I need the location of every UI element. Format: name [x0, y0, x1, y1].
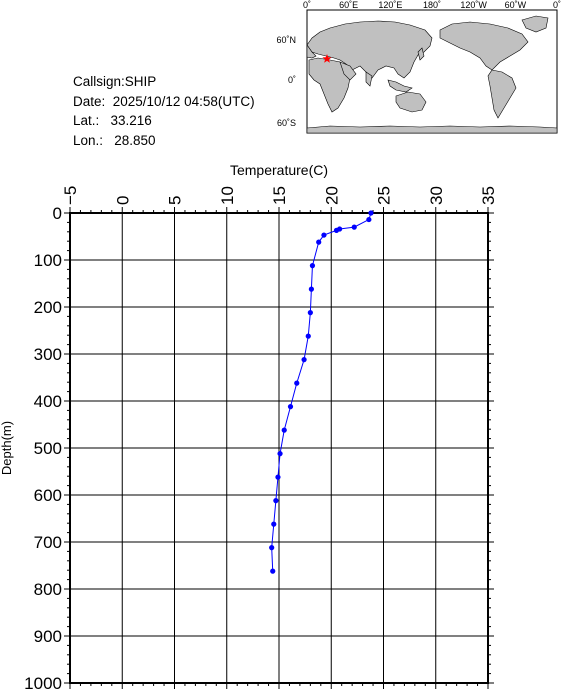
temperature-profile-series: [269, 210, 374, 574]
map-lon-label: 120˚W: [460, 0, 487, 10]
data-point: [269, 545, 275, 551]
plot-area-frame: [69, 212, 489, 684]
longitude-label: Lon.: 28.850: [73, 132, 156, 148]
map-land: [306, 15, 558, 134]
data-point: [351, 224, 357, 230]
y-tick-label: 200: [34, 298, 62, 317]
y-tick-label: 900: [34, 627, 62, 646]
y-tick-labels: 0 100 200 300 400 500 600 700 800 900 1000: [24, 204, 62, 690]
y-tick-label: 300: [34, 345, 62, 364]
y-tick-label: 500: [34, 439, 62, 458]
data-point: [305, 333, 311, 339]
map-lat-label: 0˚: [288, 75, 296, 85]
date-label: Date: 2025/10/12 04:58(UTC): [73, 93, 255, 109]
profile-line: [271, 212, 372, 572]
data-point: [271, 521, 277, 527]
x-tick-label: −5: [61, 186, 80, 205]
map-lon-label: 60˚E: [339, 0, 358, 10]
x-tick-label: 10: [218, 186, 237, 205]
y-tick-label: 400: [34, 392, 62, 411]
y-tick-label: 0: [53, 204, 62, 223]
map-lon-label: 0˚: [303, 0, 311, 10]
data-point: [275, 474, 281, 480]
station-location-marker: [322, 54, 332, 63]
data-point: [270, 568, 276, 574]
x-axis-title: Temperature(C): [230, 162, 328, 178]
y-axis-title: Depth(m): [0, 421, 14, 475]
map-lat-label: 60˚S: [277, 118, 296, 128]
x-tick-label: 5: [166, 196, 185, 205]
data-point: [333, 227, 340, 233]
y-tick-label: 1000: [24, 674, 62, 690]
x-tick-label: 0: [113, 196, 132, 205]
x-tick-labels: −5 0 5 10 15 20 25 30 35: [61, 186, 498, 205]
data-point: [273, 498, 279, 504]
map-lon-label: 0˚: [553, 0, 561, 10]
y-tick-label: 800: [34, 580, 62, 599]
map-longitude-labels: 0˚ 60˚E 120˚E 180˚ 120˚W 60˚W 0˚: [303, 0, 561, 10]
callsign-label: Callsign:SHIP: [73, 74, 157, 89]
map-lat-label: 60˚N: [276, 35, 296, 45]
data-point: [301, 357, 307, 363]
data-point: [366, 216, 372, 223]
data-point: [294, 380, 300, 386]
x-tick-label: 35: [479, 186, 498, 205]
x-tick-label: 25: [375, 186, 394, 205]
x-tick-label: 30: [427, 186, 446, 205]
x-tick-label: 20: [322, 186, 341, 205]
x-tick-label: 15: [270, 186, 289, 205]
data-point: [316, 239, 322, 245]
data-point: [309, 263, 316, 269]
station-info: Callsign:SHIP Date: 2025/10/12 04:58(UTC…: [73, 72, 255, 150]
y-tick-label: 100: [34, 251, 62, 270]
data-point: [287, 404, 294, 410]
map-latitude-labels: 60˚N 0˚ 60˚S: [276, 35, 296, 128]
data-point: [308, 286, 314, 292]
latitude-label: Lat.: 33.216: [73, 113, 152, 128]
data-point: [368, 210, 374, 216]
data-point: [277, 451, 283, 457]
y-tick-label: 600: [34, 486, 62, 505]
chart-grid: [69, 212, 489, 684]
data-point: [307, 310, 313, 316]
data-point: [281, 427, 287, 433]
map-lon-label: 60˚W: [505, 0, 527, 10]
data-point: [321, 232, 327, 238]
map-lon-label: 180˚: [423, 0, 441, 10]
y-tick-label: 700: [34, 533, 62, 552]
map-lon-label: 120˚E: [378, 0, 402, 10]
